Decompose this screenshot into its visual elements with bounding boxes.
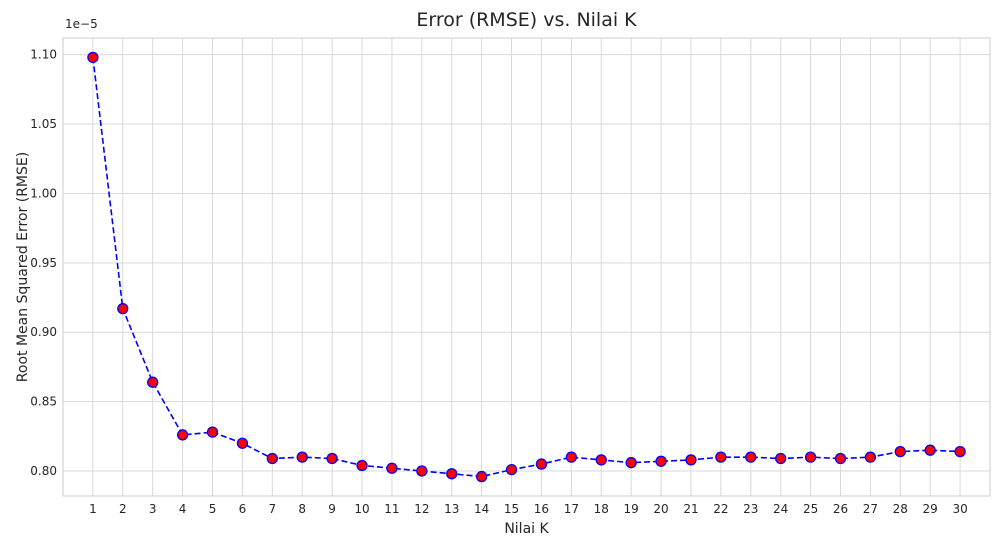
data-point (685, 454, 697, 466)
x-tick-label: 22 (713, 502, 728, 516)
x-tick-label: 27 (863, 502, 878, 516)
data-point (386, 462, 398, 474)
x-axis-label: Nilai K (504, 521, 549, 537)
series-layer (87, 51, 966, 483)
data-point (655, 455, 667, 467)
x-tick-label: 12 (414, 502, 429, 516)
x-tick-label: 3 (149, 502, 157, 516)
x-tick-label: 28 (893, 502, 908, 516)
data-point (954, 445, 966, 458)
y-tick-label: 0.85 (30, 395, 57, 409)
data-point (804, 451, 817, 463)
data-point (475, 470, 488, 483)
data-point (535, 458, 548, 470)
data-point (147, 376, 159, 388)
data-point (296, 451, 308, 463)
x-tick-label: 17 (564, 502, 579, 516)
data-point (326, 452, 338, 465)
data-point (87, 51, 99, 64)
data-point (446, 468, 458, 480)
y-tick-label: 0.80 (30, 464, 57, 478)
data-point (745, 451, 757, 463)
data-point (595, 454, 607, 466)
x-tick-label: 25 (803, 502, 818, 516)
x-tick-label: 6 (239, 502, 247, 516)
data-point (864, 451, 877, 463)
x-tick-label: 7 (269, 502, 277, 516)
x-tick-label: 19 (624, 502, 639, 516)
y-tick-label: 1.10 (30, 48, 57, 62)
x-tick-label: 30 (952, 502, 967, 516)
x-tick-label: 10 (354, 502, 369, 516)
x-tick-label: 13 (444, 502, 459, 516)
grid-lines (63, 38, 990, 496)
x-tick-label: 23 (743, 502, 758, 516)
x-tick-label: 2 (119, 502, 127, 516)
y-tick-label: 0.90 (30, 325, 57, 339)
x-tick-label: 24 (773, 502, 788, 516)
x-tick-label: 5 (209, 502, 217, 516)
chart-title: Error (RMSE) vs. Nilai K (416, 9, 637, 31)
plot-frame (62, 37, 991, 497)
data-point (775, 452, 787, 465)
x-tick-label: 1 (89, 502, 97, 516)
y-tick-label: 1.00 (30, 186, 57, 200)
data-point (924, 444, 936, 456)
data-point (176, 429, 189, 441)
x-tick-label: 20 (653, 502, 668, 516)
data-point (625, 457, 637, 469)
x-tick-label: 14 (474, 502, 489, 516)
data-point (715, 451, 727, 463)
x-tick-label: 18 (594, 502, 609, 516)
data-point (416, 465, 428, 477)
x-tick-label: 15 (504, 502, 519, 516)
x-tick-label: 11 (384, 502, 399, 516)
data-point (266, 452, 278, 465)
y-tick-label: 1.05 (30, 117, 57, 131)
x-tick-label: 8 (298, 502, 306, 516)
data-point (117, 302, 129, 315)
data-point (236, 437, 249, 449)
y-axis-label: Root Mean Squared Error (RMSE) (15, 152, 31, 382)
x-tick-label: 29 (923, 502, 938, 516)
series-line (92, 57, 961, 478)
data-point (894, 445, 906, 458)
x-tick-label: 26 (833, 502, 848, 516)
x-tick-label: 16 (534, 502, 549, 516)
x-tick-label: 9 (328, 502, 336, 516)
y-axis-offset-label: 1e−5 (65, 17, 98, 31)
y-tick-label: 0.95 (30, 256, 57, 270)
data-point (356, 459, 368, 472)
data-point (505, 463, 518, 476)
data-point (565, 451, 578, 463)
y-tick-labels: 0.80 0.85 0.90 0.95 1.00 1.05 1.10 (30, 48, 57, 478)
data-point (834, 452, 847, 465)
x-tick-label: 4 (179, 502, 187, 516)
x-tick-label: 21 (683, 502, 698, 516)
data-point (206, 426, 219, 438)
x-tick-labels: 1 2 3 4 5 6 7 8 9 10 11 12 13 14 15 16 17 18 19 20 21 22 23 24 2… (89, 502, 968, 516)
